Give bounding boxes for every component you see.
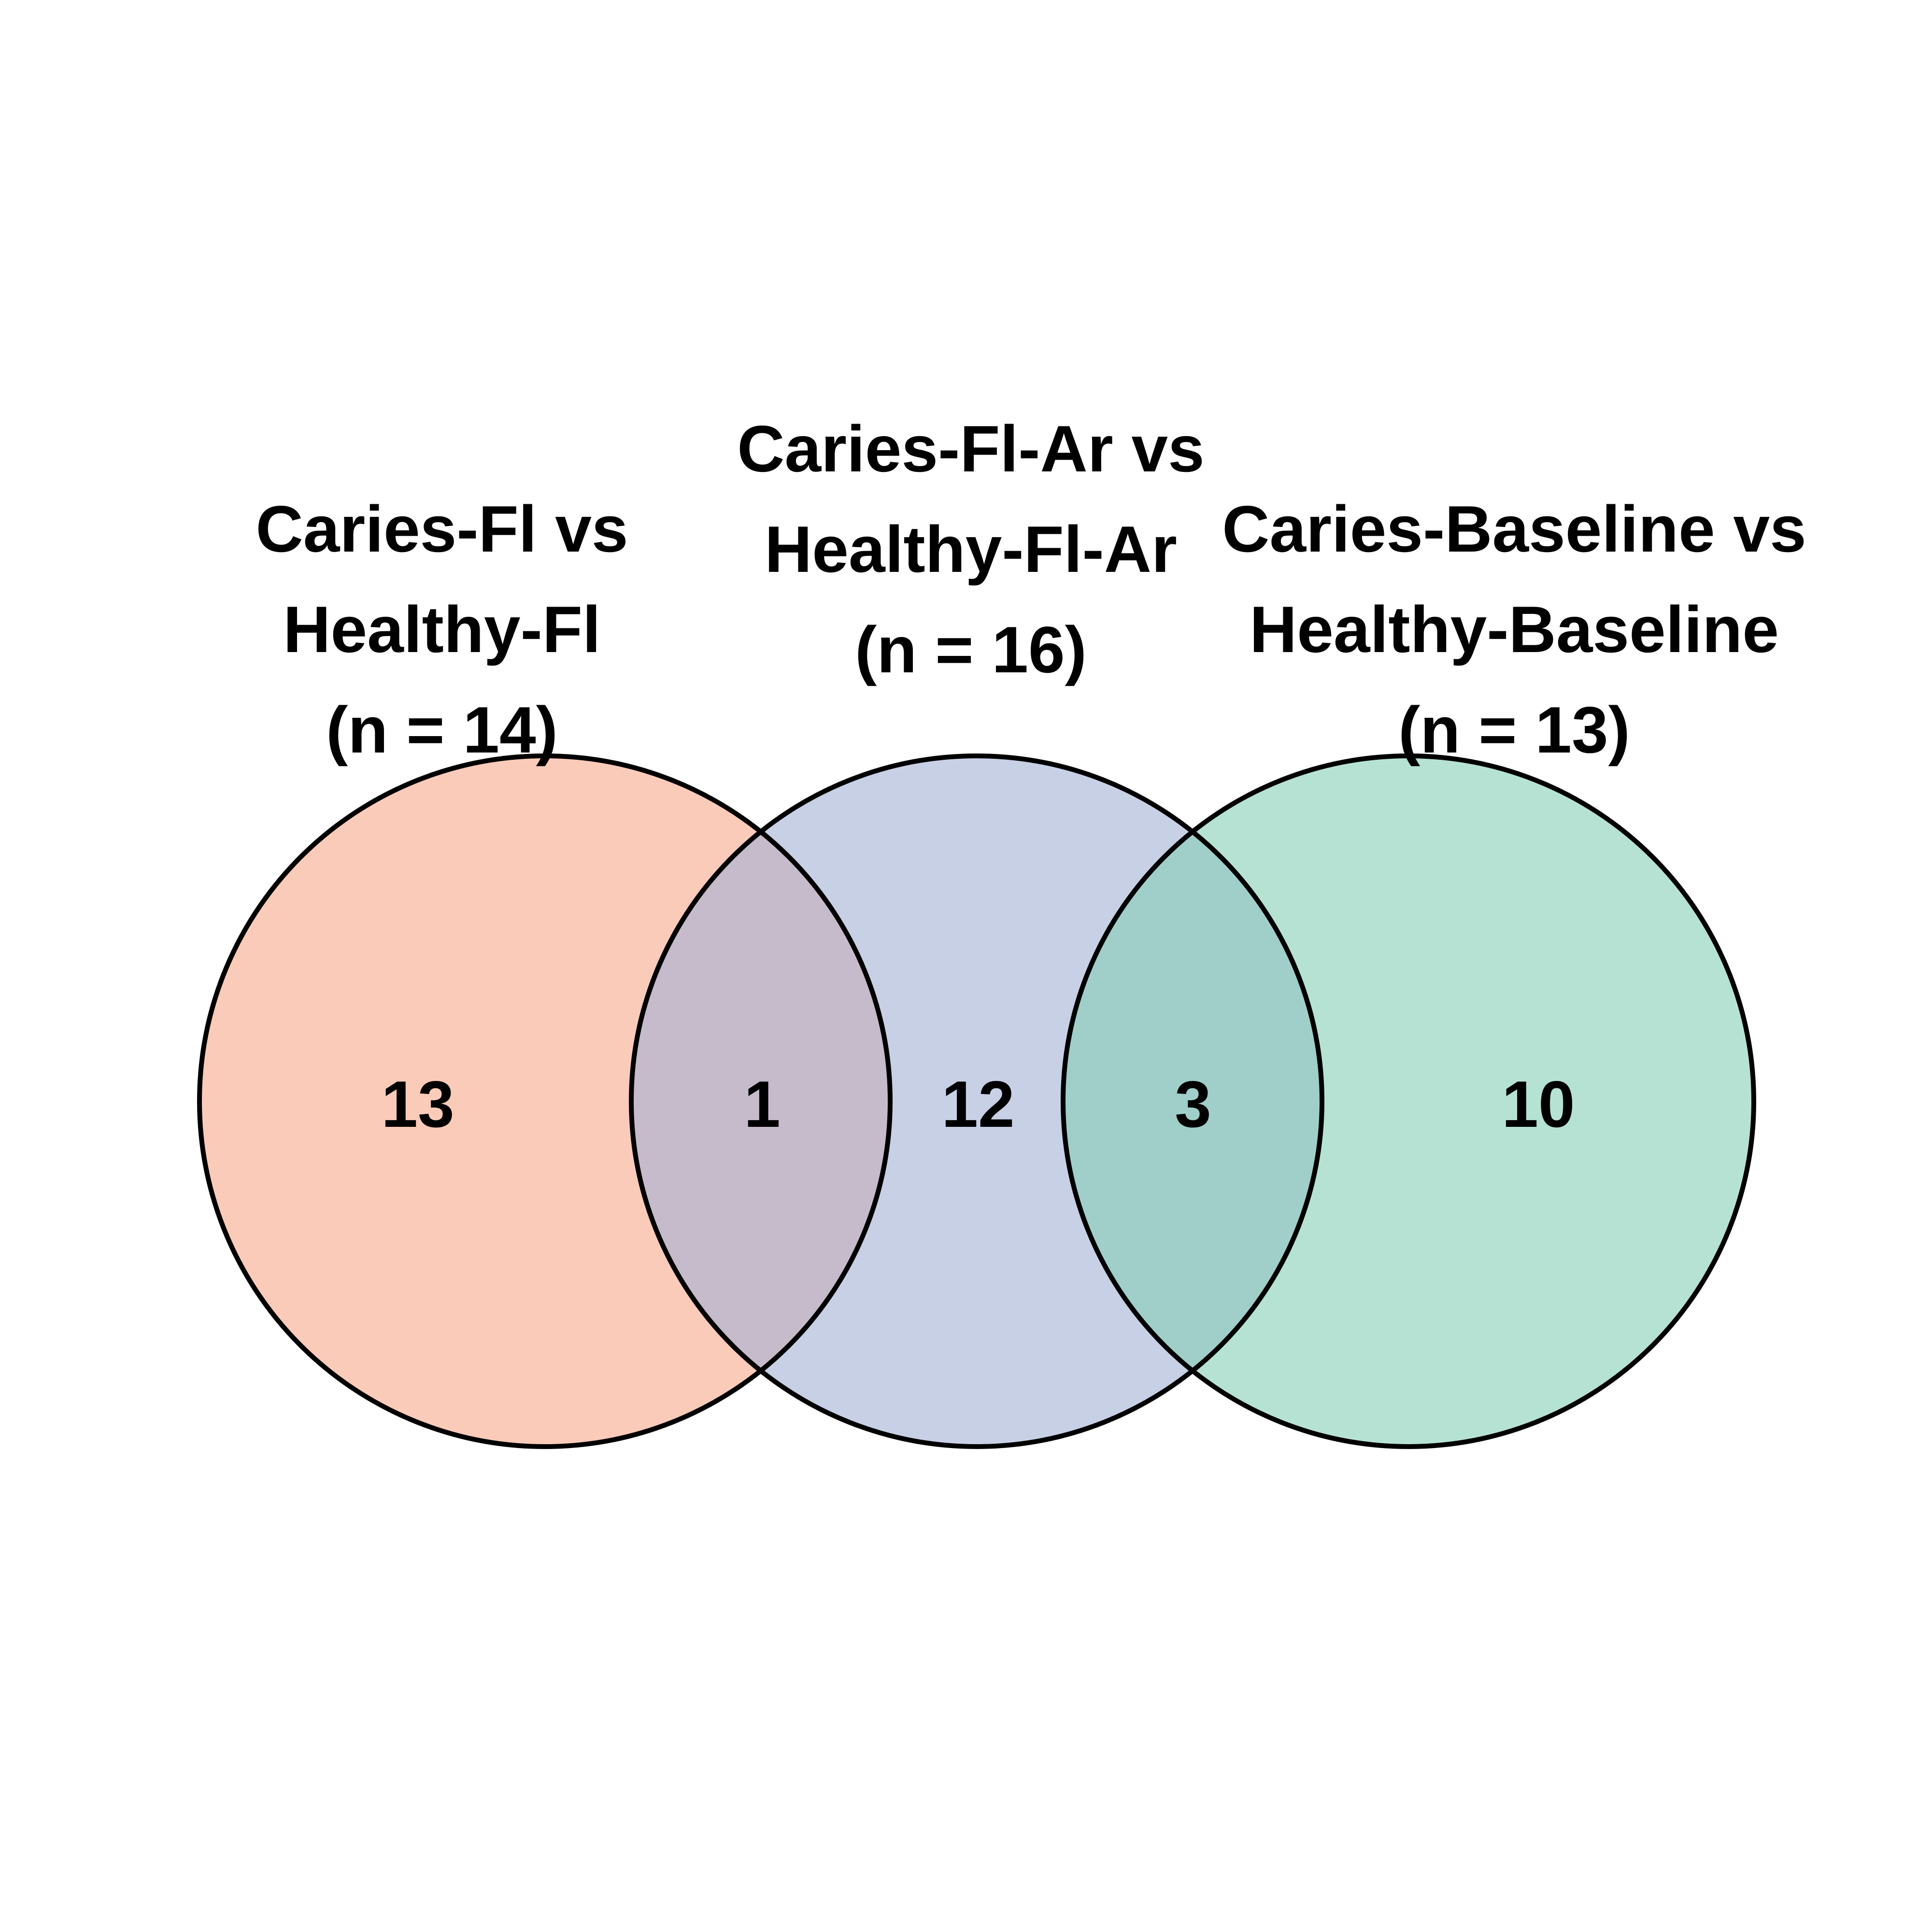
circle-outline-caries-fl-ar: [629, 753, 1324, 1449]
region-count-only-caries-fl-ar: 12: [941, 1067, 1014, 1141]
region-count-caries-fl-ar-and-caries-baseline: 3: [1175, 1067, 1211, 1141]
region-count-caries-fl-and-caries-fl-ar: 1: [744, 1067, 781, 1141]
set-circles: [197, 753, 1756, 1449]
region-counts: 13 1 12 3 10: [381, 1067, 1575, 1141]
set-label-caries-fl-line-3: (n = 14): [326, 693, 558, 767]
set-label-caries-baseline-line-3: (n = 13): [1398, 693, 1630, 767]
set-labels: Caries-Fl vs Healthy-Fl (n = 14) Caries-Fl-…: [256, 412, 1806, 767]
set-label-caries-fl-ar-line-3: (n = 16): [855, 613, 1087, 686]
circle-fill-caries-baseline: [1063, 756, 1754, 1447]
set-label-caries-fl-line-2: Healthy-Fl: [283, 593, 600, 666]
set-label-caries-baseline-line-2: Healthy-Baseline: [1250, 593, 1779, 666]
circle-outline-caries-baseline: [1061, 753, 1756, 1449]
set-label-caries-baseline-line-1: Caries-Baseline vs: [1222, 492, 1806, 566]
set-label-caries-fl-ar-line-2: Healthy-Fl-Ar: [765, 512, 1177, 586]
set-label-caries-fl-ar-line-1: Caries-Fl-Ar vs: [737, 412, 1204, 485]
region-count-only-caries-baseline: 10: [1502, 1067, 1575, 1141]
region-count-only-caries-fl: 13: [381, 1067, 454, 1141]
circle-outline-caries-fl: [197, 753, 893, 1449]
set-label-caries-fl-line-1: Caries-Fl vs: [256, 492, 628, 566]
